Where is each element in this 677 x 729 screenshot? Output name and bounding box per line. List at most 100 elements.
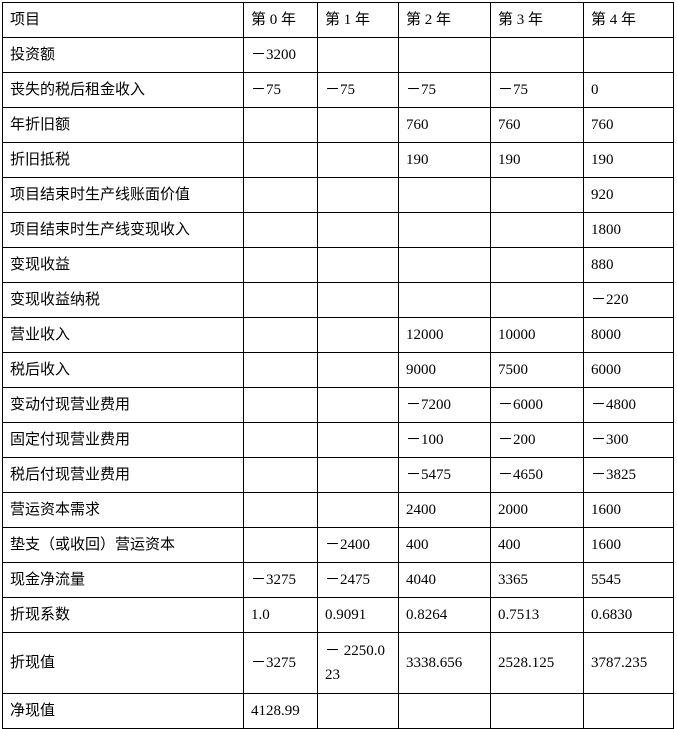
table-cell: －3275 — [243, 562, 318, 598]
table-cell: 1600 — [583, 492, 674, 528]
table-cell: －4650 — [490, 457, 584, 493]
table-cell — [398, 37, 491, 73]
table-cell: 5545 — [583, 562, 674, 598]
row-label: 固定付现营业费用 — [2, 422, 244, 458]
table-cell: －3200 — [243, 37, 318, 73]
table-cell: 1600 — [583, 527, 674, 563]
table-cell — [490, 693, 584, 729]
table-cell: － 2250.023 — [317, 632, 399, 694]
table-cell — [243, 457, 318, 493]
row-label: 税后付现营业费用 — [2, 457, 244, 493]
table-cell — [243, 422, 318, 458]
table-cell: －100 — [398, 422, 491, 458]
table-row: 丧失的税后租金收入 －75 －75 －75 －75 0 — [2, 72, 674, 108]
table-cell: 400 — [398, 527, 491, 563]
row-label: 变动付现营业费用 — [2, 387, 244, 423]
row-label: 折现值 — [2, 632, 244, 694]
row-label: 折现系数 — [2, 597, 244, 633]
table-cell — [398, 212, 491, 248]
table-cell — [317, 457, 399, 493]
row-label: 投资额 — [2, 37, 244, 73]
table-row: 营业收入 12000 10000 8000 — [2, 317, 674, 353]
table-cell — [398, 177, 491, 213]
row-label: 折旧抵税 — [2, 142, 244, 178]
table-cell — [398, 282, 491, 318]
table-cell: 4128.99 — [243, 693, 318, 729]
table-cell: －2400 — [317, 527, 399, 563]
table-cell: 8000 — [583, 317, 674, 353]
table-cell: 9000 — [398, 352, 491, 388]
table-cell: 0 — [583, 72, 674, 108]
table-cell: 190 — [490, 142, 584, 178]
table-row: 项目结束时生产线变现收入 1800 — [2, 212, 674, 248]
table-cell — [243, 352, 318, 388]
row-label: 年折旧额 — [2, 107, 244, 143]
table-cell — [317, 693, 399, 729]
table-cell — [243, 212, 318, 248]
row-label: 垫支（或收回）营运资本 — [2, 527, 244, 563]
table-cell: －75 — [398, 72, 491, 108]
row-label: 营运资本需求 — [2, 492, 244, 528]
table-cell — [243, 282, 318, 318]
table-cell — [317, 212, 399, 248]
table-cell: 760 — [583, 107, 674, 143]
table-cell: 2000 — [490, 492, 584, 528]
table-cell — [317, 387, 399, 423]
row-label: 变现收益 — [2, 247, 244, 283]
table-cell — [490, 212, 584, 248]
table-cell — [317, 177, 399, 213]
table-cell: 190 — [398, 142, 491, 178]
table-cell — [243, 527, 318, 563]
table-cell — [317, 422, 399, 458]
table-row: 变现收益纳税 －220 — [2, 282, 674, 318]
row-label: 变现收益纳税 — [2, 282, 244, 318]
column-header: 第 4 年 — [583, 2, 674, 38]
table-cell: 10000 — [490, 317, 584, 353]
table-cell — [243, 317, 318, 353]
table-cell — [398, 247, 491, 283]
row-label: 项目结束时生产线账面价值 — [2, 177, 244, 213]
table-cell — [243, 142, 318, 178]
table-cell: 760 — [398, 107, 491, 143]
table-row: 折现值 －3275 － 2250.023 3338.656 2528.125 3787.2… — [2, 632, 674, 694]
table-cell: 4040 — [398, 562, 491, 598]
column-header: 项目 — [2, 2, 244, 38]
column-header: 第 2 年 — [398, 2, 491, 38]
row-label: 丧失的税后租金收入 — [2, 72, 244, 108]
column-header: 第 3 年 — [490, 2, 584, 38]
table-cell: －3275 — [243, 632, 318, 694]
table-row: 营运资本需求 2400 2000 1600 — [2, 492, 674, 528]
table-cell: 3787.235 — [583, 632, 674, 694]
table-row: 折旧抵税 190 190 190 — [2, 142, 674, 178]
table-cell: 2400 — [398, 492, 491, 528]
table-cell: 0.6830 — [583, 597, 674, 633]
table-cell — [243, 247, 318, 283]
row-label: 净现值 — [2, 693, 244, 729]
table-cell: 1.0 — [243, 597, 318, 633]
table-row: 变动付现营业费用 －7200 －6000 －4800 — [2, 387, 674, 423]
table-cell: 400 — [490, 527, 584, 563]
table-cell: 7500 — [490, 352, 584, 388]
table-cell — [490, 37, 584, 73]
table-cell — [398, 693, 491, 729]
table-cell: 3338.656 — [398, 632, 491, 694]
table-row: 年折旧额 760 760 760 — [2, 107, 674, 143]
table-row: 投资额 －3200 — [2, 37, 674, 73]
table-cell: 2528.125 — [490, 632, 584, 694]
table-cell: －2475 — [317, 562, 399, 598]
header-row: 项目第 0 年第 1 年第 2 年第 3 年第 4 年 — [2, 2, 674, 38]
table-cell: －75 — [490, 72, 584, 108]
table-cell: 0.7513 — [490, 597, 584, 633]
table-cell: 0.9091 — [317, 597, 399, 633]
table-row: 税后收入 9000 7500 6000 — [2, 352, 674, 388]
row-label: 项目结束时生产线变现收入 — [2, 212, 244, 248]
table-cell — [317, 142, 399, 178]
table-row: 垫支（或收回）营运资本 －2400 400 400 1600 — [2, 527, 674, 563]
table-cell — [317, 37, 399, 73]
table-cell: －75 — [317, 72, 399, 108]
table-cell — [243, 177, 318, 213]
column-header: 第 0 年 — [243, 2, 318, 38]
table-cell: －300 — [583, 422, 674, 458]
table-cell: 3365 — [490, 562, 584, 598]
